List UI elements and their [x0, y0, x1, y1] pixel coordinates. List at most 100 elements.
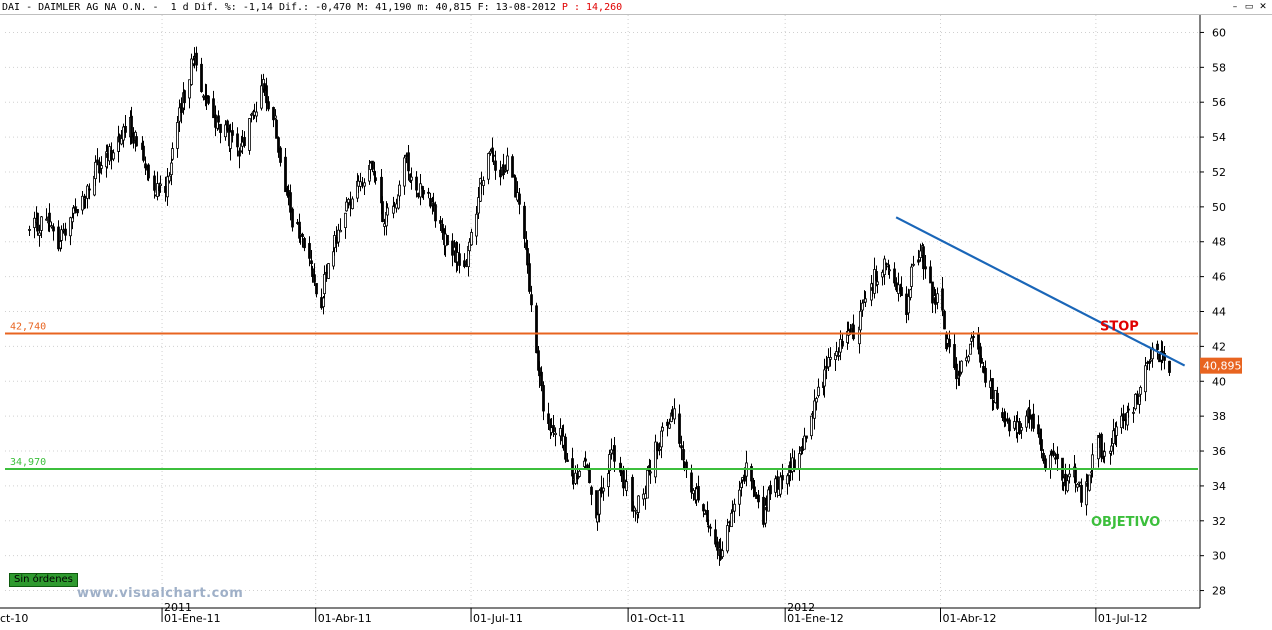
candle-body	[96, 159, 99, 163]
candle	[463, 253, 466, 269]
candle-body	[721, 550, 724, 558]
candle-body	[506, 155, 509, 171]
y-tick-label: 36	[1212, 445, 1226, 458]
candle	[656, 441, 659, 460]
y-tick-label: 34	[1212, 480, 1226, 493]
candle-body	[668, 423, 671, 429]
candle	[475, 206, 478, 245]
candle	[730, 509, 733, 528]
candle	[1032, 403, 1035, 432]
candle-body	[351, 198, 354, 210]
candle	[69, 216, 72, 246]
candle	[829, 347, 832, 367]
candle-body	[837, 354, 840, 357]
candle-body	[602, 487, 605, 492]
candle-body	[71, 217, 74, 223]
candle-body	[876, 281, 879, 285]
candle	[36, 212, 39, 236]
candle-body	[864, 298, 867, 303]
candle	[634, 507, 637, 522]
candle	[492, 151, 495, 166]
candle	[166, 167, 169, 206]
candle-body	[188, 79, 191, 99]
candle	[876, 275, 879, 294]
symbol-info: DAI - DAIMLER AG NA O.N. - 1 d Dif. %: -…	[2, 1, 622, 14]
price-chart[interactable]: 42,740 34,970 STOP OBJETIVO 28 30 32 34 36 38 40 4…	[0, 15, 1272, 630]
candle-body	[310, 260, 313, 265]
candle	[120, 130, 123, 146]
candle-body	[815, 398, 818, 403]
candle	[238, 147, 241, 169]
candle-body	[571, 458, 574, 477]
candle	[190, 53, 193, 86]
candle	[112, 149, 115, 162]
candle-body	[238, 150, 241, 157]
candle	[38, 224, 41, 247]
candle-body	[678, 413, 681, 444]
resistance-label: 42,740	[10, 321, 46, 332]
candle-body	[81, 195, 84, 211]
candle	[767, 486, 770, 512]
candle-body	[1044, 458, 1047, 470]
objetivo-annotation: OBJETIVO	[1091, 515, 1160, 530]
candle	[803, 427, 806, 450]
candle-body	[1025, 415, 1028, 428]
candle-body	[733, 503, 736, 512]
candle	[813, 389, 816, 430]
candle-body	[513, 174, 516, 177]
orders-status-badge[interactable]: Sin órdenes	[9, 573, 78, 587]
candle-body	[248, 118, 251, 151]
candle	[301, 232, 304, 248]
candle-body	[120, 138, 123, 145]
candle-body	[972, 336, 975, 338]
candle	[489, 148, 492, 156]
candle-body	[381, 201, 384, 223]
y-tick-label: 56	[1212, 96, 1226, 109]
candle-body	[475, 213, 478, 237]
candle	[248, 117, 251, 155]
candle	[1122, 404, 1125, 429]
candle-body	[690, 472, 693, 493]
candle	[1115, 421, 1118, 448]
candle-body	[255, 111, 258, 117]
candle	[779, 472, 782, 498]
candle	[523, 201, 526, 248]
candle-body	[386, 207, 389, 216]
x-tick-label: 01-Abr-12	[943, 612, 997, 625]
candle	[542, 381, 545, 421]
candle	[86, 183, 89, 209]
candle-body	[1139, 387, 1142, 395]
y-tick-label: 58	[1212, 61, 1226, 74]
candle-body	[410, 176, 413, 181]
candle	[702, 503, 705, 518]
candle-body	[980, 358, 983, 364]
candle-body	[900, 287, 903, 296]
candle-body	[753, 486, 756, 497]
candle-body	[265, 85, 268, 104]
candle-body	[446, 234, 449, 245]
candle-body	[873, 269, 876, 294]
candle-body	[1066, 480, 1069, 492]
candle-body	[178, 107, 181, 122]
candle	[917, 249, 920, 266]
candle	[487, 152, 490, 185]
candle-body	[1110, 445, 1113, 452]
y-tick-label: 32	[1212, 515, 1226, 528]
candle	[359, 172, 362, 192]
y-tick-label: 28	[1212, 585, 1226, 598]
candle-body	[279, 147, 282, 163]
candle-body	[631, 476, 634, 512]
candle-body	[912, 263, 915, 266]
restore-button[interactable]: ▭	[1244, 2, 1254, 12]
candle-body	[1056, 453, 1059, 460]
candle	[183, 89, 186, 111]
candle	[347, 197, 350, 209]
minimize-button[interactable]: –	[1232, 2, 1238, 12]
candle	[50, 221, 53, 229]
candle-body	[786, 475, 789, 485]
candle-body	[40, 216, 43, 231]
close-button[interactable]: ✕	[1259, 2, 1267, 12]
candle-body	[757, 494, 760, 503]
candle	[88, 183, 91, 200]
candle-body	[656, 443, 659, 452]
